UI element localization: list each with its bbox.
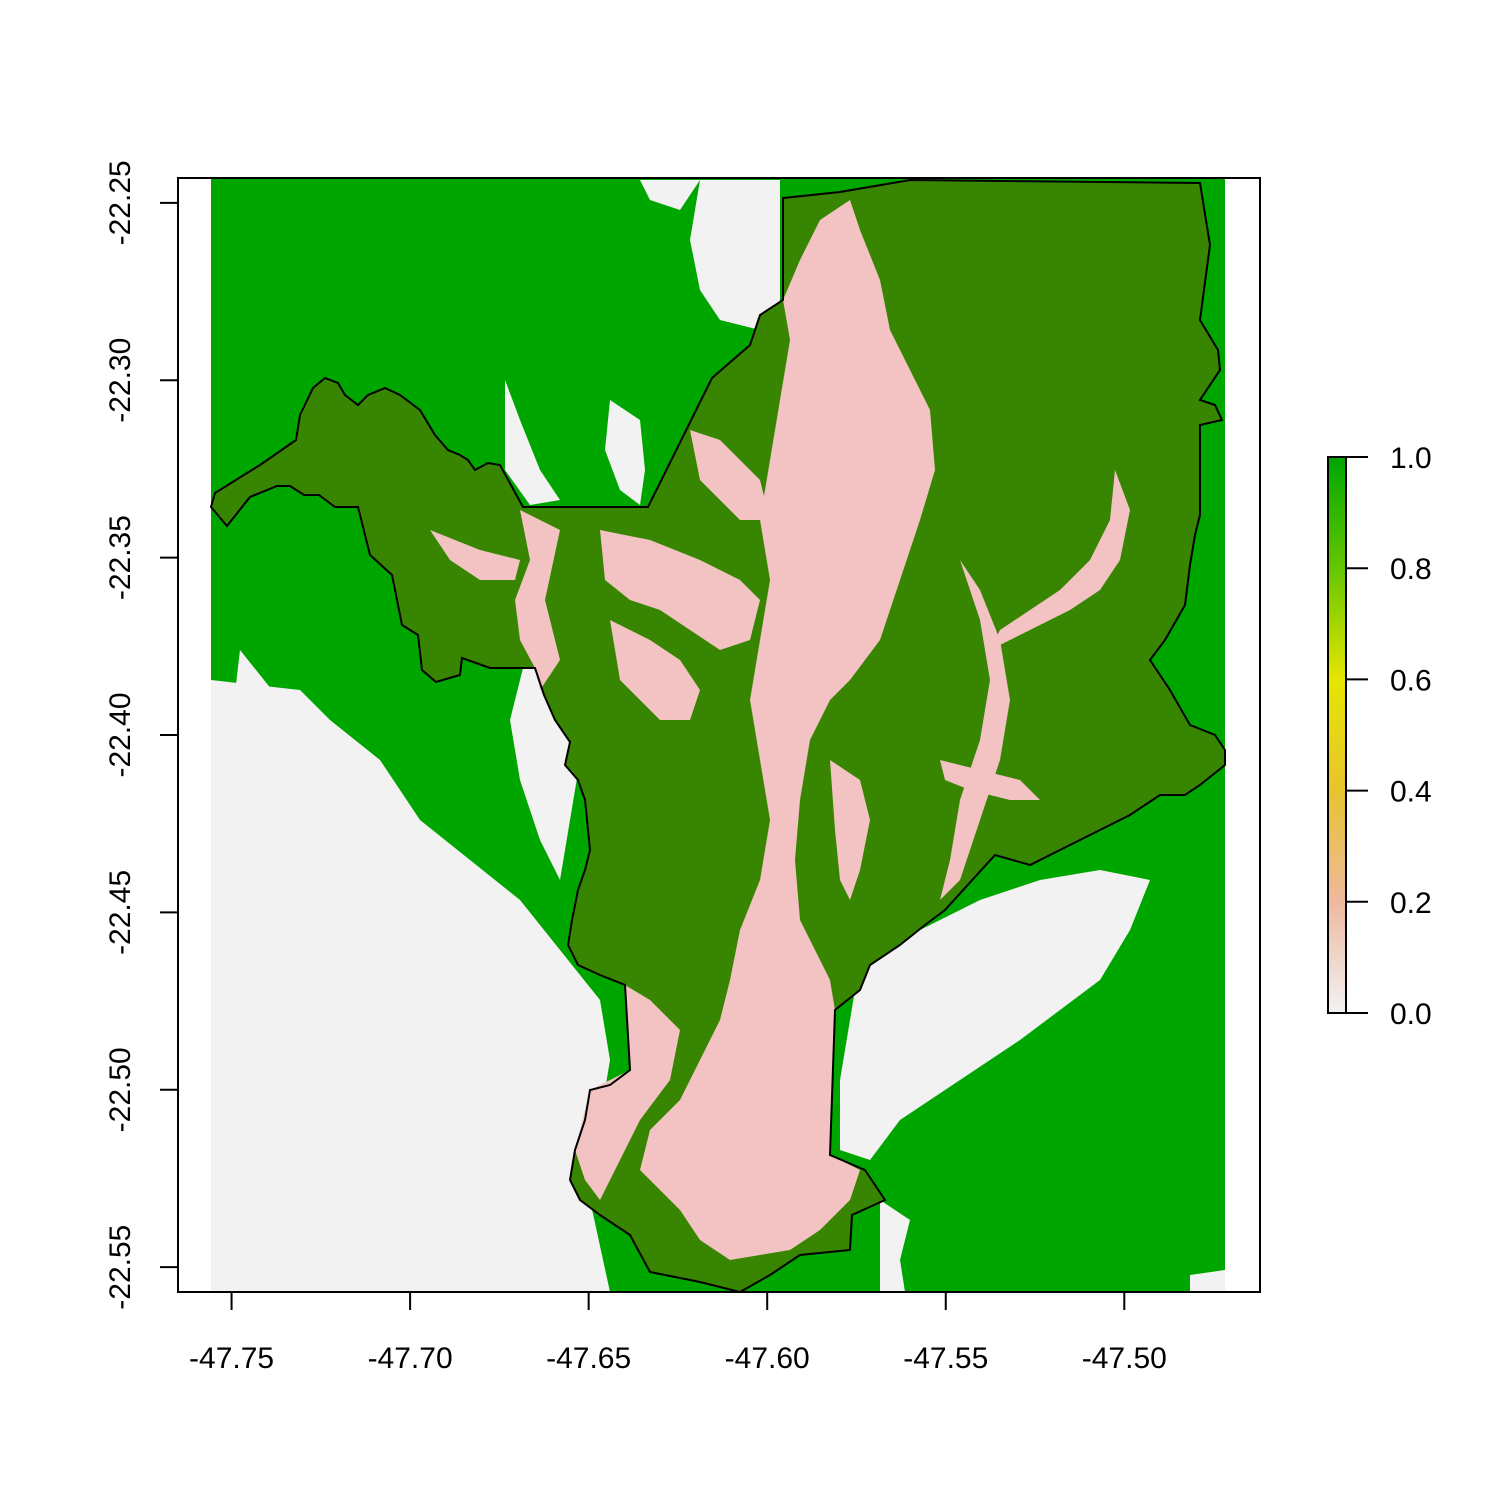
y-tick-label: -22.50 bbox=[104, 1047, 137, 1132]
legend-tick-label: 0.8 bbox=[1390, 553, 1432, 586]
legend-tick-label: 0.4 bbox=[1390, 776, 1432, 809]
x-tick-label: -47.75 bbox=[189, 1342, 274, 1375]
legend-tick-label: 0.2 bbox=[1390, 887, 1432, 920]
y-tick-label: -22.35 bbox=[104, 515, 137, 600]
x-tick-label: -47.60 bbox=[725, 1342, 810, 1375]
y-tick-label: -22.25 bbox=[104, 160, 137, 245]
legend-color-bar bbox=[1327, 456, 1347, 1014]
y-tick-label: -22.45 bbox=[104, 870, 137, 955]
y-tick-label: -22.30 bbox=[104, 338, 137, 423]
legend-tick-label: 0.0 bbox=[1390, 998, 1432, 1031]
x-tick-label: -47.65 bbox=[546, 1342, 631, 1375]
protected-area-boundary bbox=[209, 178, 1226, 1294]
x-axis: -47.75 -47.70 -47.65 -47.60 -47.55 -47.50 bbox=[189, 1291, 1167, 1375]
color-legend: 0.0 0.2 0.4 0.6 0.8 1.0 bbox=[1327, 442, 1432, 1031]
y-tick-label: -22.55 bbox=[104, 1225, 137, 1310]
y-axis: -22.25 -22.30 -22.35 -22.40 -22.45 -22.50 -22.… bbox=[104, 160, 179, 1310]
legend-ticks: 0.0 0.2 0.4 0.6 0.8 1.0 bbox=[1346, 442, 1432, 1031]
x-tick-label: -47.50 bbox=[1082, 1342, 1167, 1375]
legend-tick-label: 1.0 bbox=[1390, 442, 1432, 475]
river-valleys bbox=[211, 180, 1225, 1292]
y-tick-label: -22.40 bbox=[104, 692, 137, 777]
x-tick-label: -47.70 bbox=[368, 1342, 453, 1375]
x-tick-label: -47.55 bbox=[903, 1342, 988, 1375]
protected-area-valley bbox=[430, 200, 1130, 1260]
legend-tick-label: 0.6 bbox=[1390, 664, 1432, 697]
raster-layer bbox=[211, 178, 1225, 1292]
